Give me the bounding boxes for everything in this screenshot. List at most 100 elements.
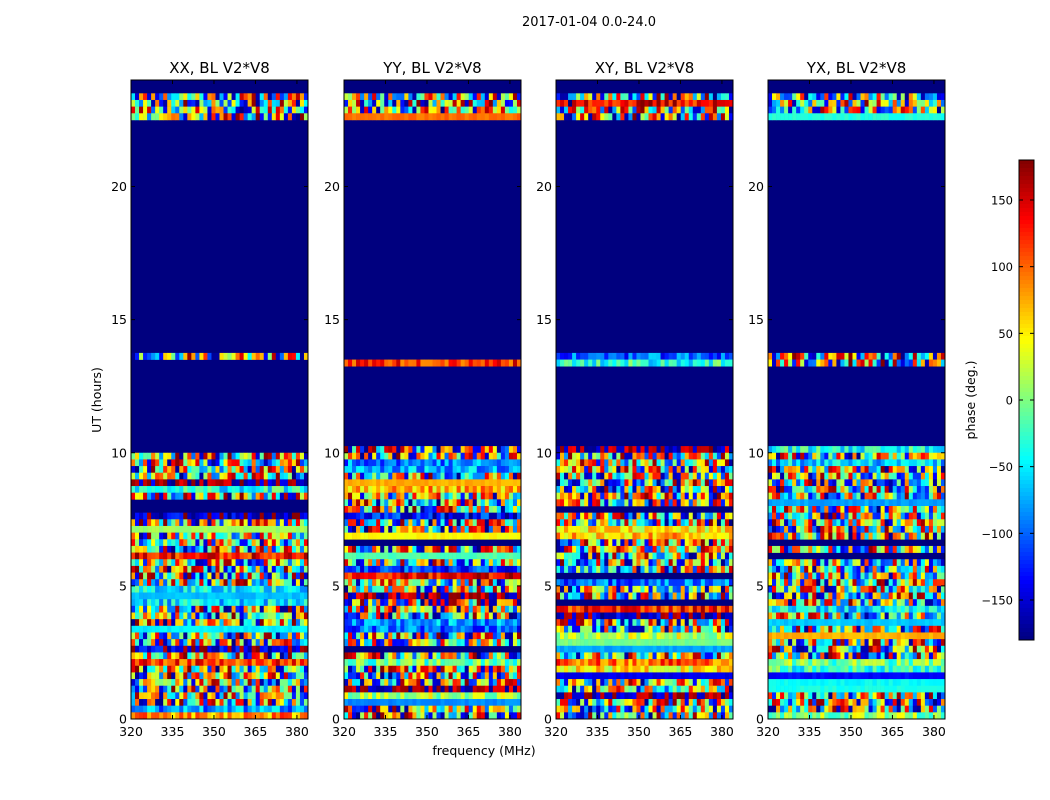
- heatmap-cell: [432, 585, 437, 593]
- heatmap-cell: [428, 552, 433, 560]
- heatmap-cell: [380, 113, 385, 121]
- heatmap-cell: [432, 665, 437, 673]
- x-tick-label: 365: [244, 724, 268, 739]
- heatmap-cell: [460, 579, 465, 587]
- heatmap-cell: [235, 99, 240, 107]
- heatmap-cell: [199, 512, 204, 520]
- heatmap-cell: [472, 545, 478, 553]
- heatmap-cell: [207, 645, 212, 653]
- heatmap-cell: [139, 572, 144, 580]
- heatmap-cell: [700, 446, 706, 454]
- heatmap-cell: [380, 572, 385, 580]
- heatmap-cell: [660, 472, 665, 480]
- heatmap-cell: [460, 545, 465, 553]
- heatmap-cell: [131, 545, 136, 553]
- heatmap-cell: [568, 579, 573, 587]
- heatmap-cell: [143, 572, 148, 580]
- heatmap-cell: [440, 545, 445, 553]
- heatmap-cell: [588, 499, 593, 507]
- heatmap-cell: [712, 565, 718, 573]
- panel-frame: [343, 79, 522, 720]
- heatmap-cell: [400, 592, 405, 600]
- heatmap-cell: [576, 466, 581, 474]
- heatmap-cell: [728, 512, 734, 520]
- heatmap-cell: [279, 705, 285, 713]
- heatmap-cell: [436, 585, 441, 593]
- heatmap-cell: [131, 679, 136, 687]
- heatmap-cell: [171, 113, 176, 121]
- heatmap-cell: [476, 532, 482, 540]
- x-tick-label: 335: [374, 724, 398, 739]
- heatmap-cell: [376, 479, 381, 487]
- heatmap-cell: [716, 452, 722, 460]
- heatmap-cell: [608, 532, 613, 540]
- heatmap-cell: [167, 579, 172, 587]
- heatmap-cell: [472, 699, 478, 706]
- heatmap-cell: [660, 565, 665, 573]
- heatmap-cell: [724, 492, 730, 500]
- heatmap-cell: [344, 525, 349, 533]
- heatmap-cell: [468, 499, 474, 507]
- heatmap-cell: [696, 93, 702, 101]
- heatmap-cell: [187, 519, 192, 527]
- heatmap-cell: [660, 545, 665, 553]
- heatmap-cell: [404, 459, 409, 467]
- heatmap-cell: [476, 592, 482, 600]
- heatmap-cell: [644, 486, 649, 493]
- heatmap-cell: [295, 579, 301, 587]
- heatmap-cell: [424, 605, 429, 613]
- heatmap-cell: [207, 472, 212, 480]
- heatmap-cell: [247, 519, 252, 527]
- heatmap-cell: [275, 599, 281, 607]
- heatmap-cell: [368, 479, 373, 487]
- heatmap-cell: [251, 572, 256, 580]
- heatmap-cell: [271, 579, 277, 587]
- heatmap-cell: [376, 106, 381, 114]
- heatmap-cell: [440, 532, 445, 540]
- heatmap-cell: [416, 532, 421, 540]
- heatmap-cell: [235, 685, 240, 693]
- heatmap-cell: [348, 99, 353, 107]
- heatmap-cell: [404, 446, 409, 454]
- heatmap-cell: [416, 545, 421, 553]
- heatmap-cell: [436, 552, 441, 560]
- heatmap-cell: [440, 572, 445, 580]
- heatmap-cell: [179, 492, 184, 500]
- heatmap-cell: [632, 552, 637, 560]
- heatmap-cell: [676, 466, 681, 474]
- heatmap-cell: [512, 679, 518, 687]
- heatmap-cell: [243, 605, 248, 613]
- heatmap-cell: [448, 652, 453, 660]
- heatmap-cell: [600, 486, 605, 493]
- heatmap-cell: [384, 545, 389, 553]
- heatmap-cell: [255, 705, 261, 713]
- heatmap-cell: [283, 99, 289, 107]
- heatmap-cell: [171, 659, 176, 667]
- heatmap-cell: [283, 532, 289, 540]
- heatmap-cell: [480, 565, 486, 573]
- heatmap-cell: [227, 479, 232, 487]
- heatmap-cell: [692, 459, 698, 467]
- heatmap-cell: [496, 506, 502, 513]
- heatmap-cell: [211, 645, 216, 653]
- heatmap-cell: [656, 519, 661, 527]
- heatmap-cell: [235, 545, 240, 553]
- heatmap-cell: [608, 466, 613, 474]
- heatmap-cell: [436, 639, 441, 647]
- heatmap-cell: [303, 599, 309, 607]
- heatmap-cell: [263, 519, 269, 527]
- heatmap-cell: [263, 459, 269, 467]
- heatmap-cell: [179, 532, 184, 540]
- heatmap-cell: [484, 632, 490, 640]
- heatmap-cell: [432, 359, 437, 367]
- heatmap-cell: [223, 652, 228, 660]
- heatmap-cell: [215, 532, 220, 540]
- heatmap-cell: [496, 652, 502, 660]
- heatmap-cell: [640, 359, 645, 367]
- heatmap-cell: [452, 446, 457, 454]
- heatmap-cell: [175, 512, 180, 520]
- heatmap-cell: [512, 625, 518, 633]
- heatmap-cell: [568, 93, 573, 101]
- heatmap-cell: [376, 466, 381, 474]
- heatmap-cell: [500, 472, 506, 480]
